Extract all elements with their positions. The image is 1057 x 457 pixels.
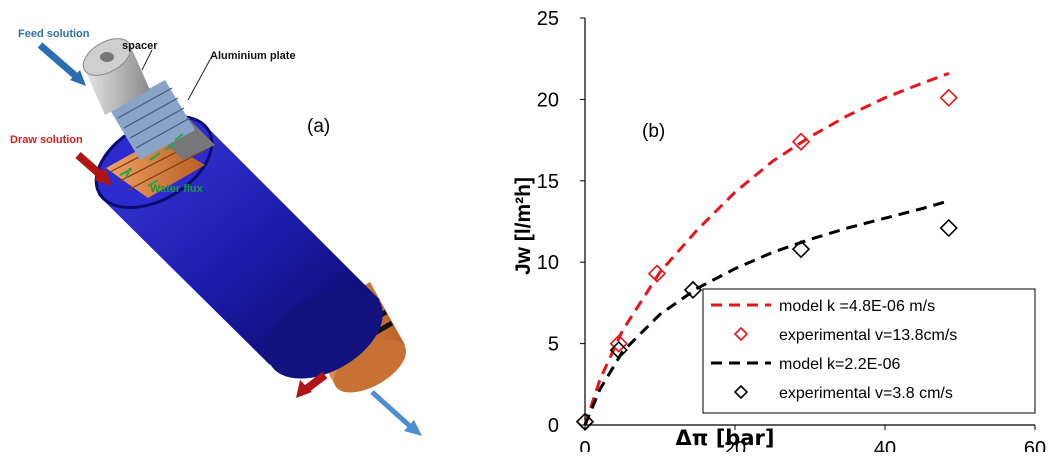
module-illustration: [37, 38, 422, 436]
spacer-leader: [141, 49, 153, 71]
series-line-0: [583, 71, 950, 426]
y-tick-label: 25: [537, 8, 559, 30]
y-tick-label: 5: [548, 334, 559, 356]
legend-label: model k=2.2E-06: [779, 356, 901, 373]
legend-marker-swatch: [733, 326, 749, 342]
y-tick-label: 0: [548, 415, 559, 437]
feed-head: [82, 38, 195, 160]
plate-leader: [187, 55, 213, 101]
feed-solution-label: Feed solution: [18, 28, 90, 40]
data-point: [647, 264, 667, 283]
data-point: [939, 218, 958, 238]
data-point: [609, 340, 628, 360]
outlet-feed-arrow: [370, 390, 422, 436]
aluminium-plate-label: Aluminium plate: [210, 50, 296, 62]
series-layer: [575, 71, 958, 431]
x-tick-label: 0: [579, 438, 590, 452]
data-point: [609, 334, 628, 353]
y-tick-label: 15: [537, 171, 559, 193]
data-point: [791, 240, 811, 259]
x-tick-label: 40: [874, 438, 896, 452]
data-point: [939, 88, 958, 107]
housing-cylinder: [94, 114, 383, 379]
data-point: [791, 132, 811, 151]
legend-box: [702, 288, 1036, 414]
legend-label: experimental v=3.8 cm/s: [779, 385, 953, 402]
x-axis-title: Δπ [bar]: [676, 426, 775, 450]
data-point: [683, 280, 703, 300]
x-tick-label: 60: [1024, 438, 1046, 452]
draw-arrow: [75, 152, 112, 186]
spacer-label: spacer: [122, 40, 158, 52]
y-axis-title: Jw [l/m²h]: [512, 177, 535, 275]
water-flux-label: Water flux: [150, 183, 203, 195]
flux-chart: 0 20 40 60 0 5 10 15 20 25 model k =4.8E-06 m/s ex…: [450, 0, 1057, 457]
module-diagram: Feed solution spacer Aluminium plate Dra…: [0, 0, 450, 452]
water-flux-arrows: [119, 133, 184, 187]
legend-label: experimental v=13.8cm/s: [779, 327, 957, 344]
y-tick-label: 20: [537, 89, 559, 111]
feed-arrow: [37, 42, 86, 86]
legend-marker-swatch: [733, 384, 749, 400]
y-tick-label: 10: [537, 252, 559, 274]
panel-a-label: (a): [307, 116, 331, 137]
legend: model k =4.8E-06 m/s experimental v=13.8c…: [702, 288, 1036, 414]
draw-solution-label: Draw solution: [10, 134, 83, 146]
data-point: [575, 412, 595, 431]
outlet-draw-arrow: [296, 371, 328, 398]
legend-label: model k =4.8E-06 m/s: [779, 298, 935, 315]
panel-b-label: (b): [642, 121, 665, 142]
